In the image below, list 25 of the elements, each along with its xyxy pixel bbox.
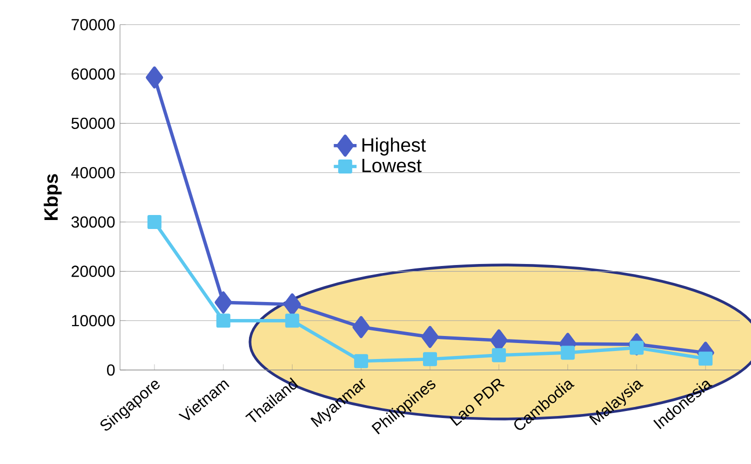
- y-tick-label: 0: [107, 364, 115, 376]
- point: [216, 314, 230, 328]
- point: [284, 293, 301, 316]
- y-tick-label: 60000: [72, 68, 115, 80]
- y-tick-label: 50000: [71, 118, 115, 129]
- point: [421, 326, 439, 348]
- point: [422, 352, 437, 366]
- point: [630, 340, 644, 355]
- point: [147, 214, 162, 229]
- y-axis-title: Kbps: [44, 174, 62, 220]
- legend-label: Highest: [362, 138, 426, 156]
- point: [698, 352, 713, 366]
- y-tick-label: 30000: [71, 216, 115, 228]
- point: [352, 316, 370, 338]
- point: [285, 314, 300, 328]
- y-tick-label: 40000: [71, 167, 115, 178]
- point: [560, 346, 575, 360]
- y-tick-label: 10000: [72, 314, 115, 326]
- y-tick-label: 20000: [72, 266, 115, 277]
- point: [354, 354, 368, 368]
- point: [492, 348, 506, 362]
- y-tick-label: 70000: [72, 19, 115, 30]
- point: [146, 66, 164, 88]
- point: [214, 291, 232, 314]
- legend-label: Lowest: [362, 158, 422, 172]
